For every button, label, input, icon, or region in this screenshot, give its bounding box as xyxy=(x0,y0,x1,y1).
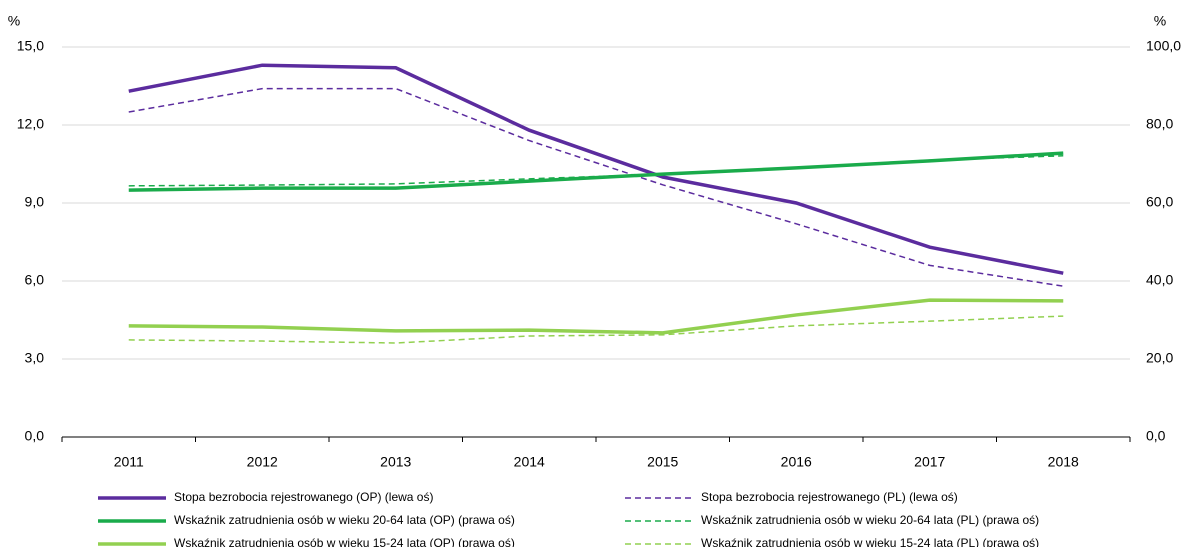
y2-axis-label: % xyxy=(1154,13,1166,29)
y2-tick-label: 80,0 xyxy=(1146,116,1173,132)
legend-label: Wskaźnik zatrudnienia osób w wieku 15-24… xyxy=(174,536,515,547)
x-tick-label: 2012 xyxy=(247,454,278,470)
line-series xyxy=(128,315,1064,344)
line-series xyxy=(128,151,1064,192)
x-tick-label: 2015 xyxy=(647,454,678,470)
legend-label: Wskaźnik zatrudnienia osób w wieku 20-64… xyxy=(174,513,515,527)
x-tick-label: 2016 xyxy=(781,454,812,470)
y2-tick-label: 20,0 xyxy=(1146,350,1173,366)
y-axis-label: % xyxy=(8,13,20,29)
x-tick-label: 2014 xyxy=(514,454,545,470)
y-tick-label: 9,0 xyxy=(25,194,45,210)
y-tick-label: 0,0 xyxy=(25,428,45,444)
y-tick-label: 15,0 xyxy=(17,38,44,54)
legend-label: Stopa bezrobocia rejestrowanego (OP) (le… xyxy=(174,490,433,504)
line-series xyxy=(128,155,1064,187)
legend-label: Wskaźnik zatrudnienia osób w wieku 15-24… xyxy=(701,536,1039,547)
legend-label: Wskaźnik zatrudnienia osób w wieku 20-64… xyxy=(701,513,1039,527)
x-tick-label: 2013 xyxy=(380,454,411,470)
line-series xyxy=(128,298,1064,335)
y2-tick-label: 40,0 xyxy=(1146,272,1173,288)
y-tick-label: 6,0 xyxy=(25,272,45,288)
y-tick-label: 12,0 xyxy=(17,116,44,132)
y2-tick-label: 0,0 xyxy=(1146,428,1166,444)
line-series xyxy=(128,87,1064,287)
x-tick-label: 2018 xyxy=(1048,454,1079,470)
line-series xyxy=(128,63,1064,275)
y2-tick-label: 60,0 xyxy=(1146,194,1173,210)
y-tick-label: 3,0 xyxy=(25,350,45,366)
legend-label: Stopa bezrobocia rejestrowanego (PL) (le… xyxy=(701,490,958,504)
y2-tick-label: 100,0 xyxy=(1146,38,1181,54)
x-tick-label: 2017 xyxy=(914,454,945,470)
x-tick-label: 2011 xyxy=(114,454,144,470)
